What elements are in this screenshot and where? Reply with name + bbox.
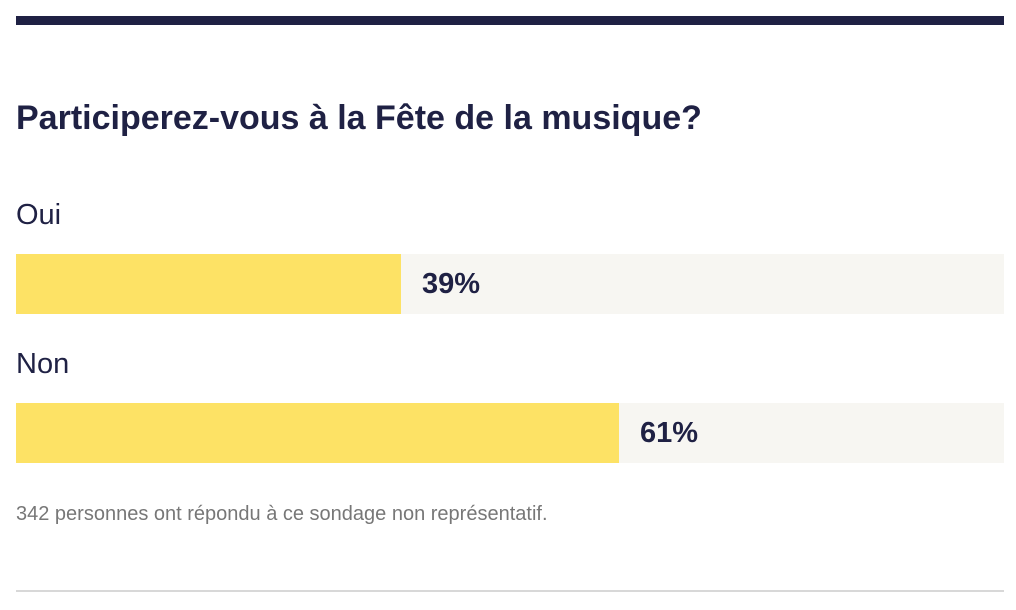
bar-track: 39% (16, 254, 1004, 314)
option-label: Oui (16, 199, 62, 231)
response-note: 342 personnes ont répondu à ce sondage n… (16, 503, 548, 525)
option-label: Non (16, 348, 70, 380)
poll-option-non: Non 61% (16, 335, 1004, 484)
bar-track: 61% (16, 403, 1004, 463)
poll-option-oui: Oui 39% (16, 186, 1004, 335)
bar-fill (16, 254, 401, 314)
bar-value-label: 39% (422, 268, 481, 300)
poll-title: Participerez-vous à la Fête de la musiqu… (16, 99, 702, 137)
bottom-divider (16, 590, 1004, 592)
bar-value-label: 61% (640, 417, 699, 449)
poll-results: Oui 39% Non 61% (16, 186, 1004, 484)
bar-fill (16, 403, 619, 463)
top-rule (16, 16, 1004, 25)
